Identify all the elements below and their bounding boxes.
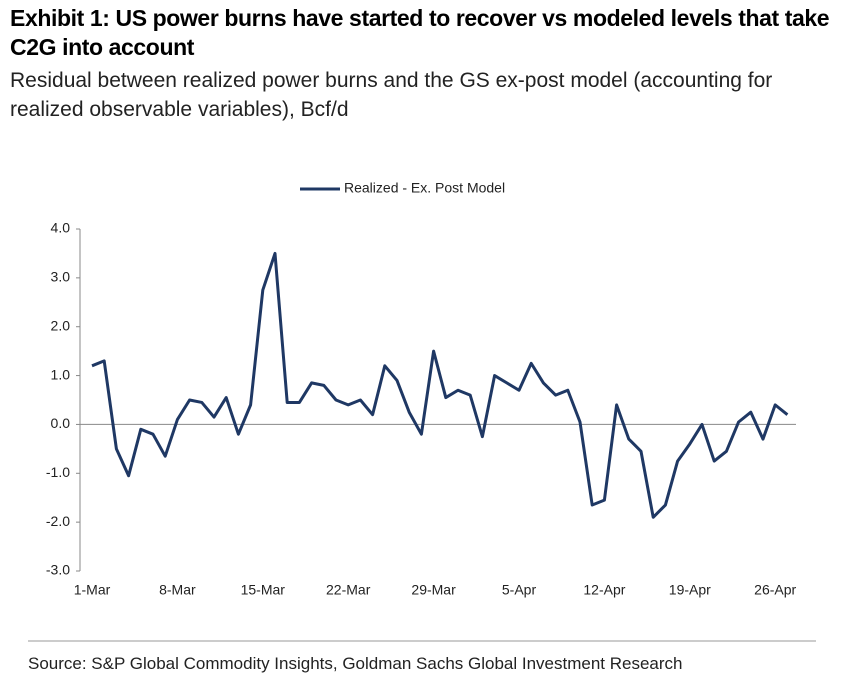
y-tick-label: -1.0 — [46, 464, 70, 480]
y-tick-label: 3.0 — [51, 269, 71, 285]
y-tick-label: -3.0 — [46, 562, 70, 578]
x-tick-label: 26-Apr — [754, 582, 796, 598]
x-tick-label: 5-Apr — [502, 582, 537, 598]
y-tick-label: -2.0 — [46, 513, 70, 529]
x-tick-label: 15-Mar — [241, 582, 286, 598]
chart-subtitle: Residual between realized power burns an… — [10, 69, 773, 121]
x-tick-label: 22-Mar — [326, 582, 371, 598]
y-tick-label: 2.0 — [51, 317, 71, 333]
y-tick-label: 1.0 — [51, 366, 71, 382]
source: Source: S&P Global Commodity Insights, G… — [28, 654, 683, 673]
x-tick-label: 8-Mar — [159, 582, 196, 598]
x-tick-label: 29-Mar — [411, 582, 456, 598]
legend-label: Realized - Ex. Post Model — [344, 180, 505, 196]
chart-title: Exhibit 1: US power burns have started t… — [10, 5, 830, 60]
y-tick-label: 4.0 — [51, 220, 71, 236]
x-tick-label: 1-Mar — [74, 582, 111, 598]
y-tick-label: 0.0 — [51, 415, 71, 431]
x-tick-label: 12-Apr — [583, 582, 625, 598]
line — [91, 251, 789, 519]
x-tick-label: 19-Apr — [669, 582, 711, 598]
